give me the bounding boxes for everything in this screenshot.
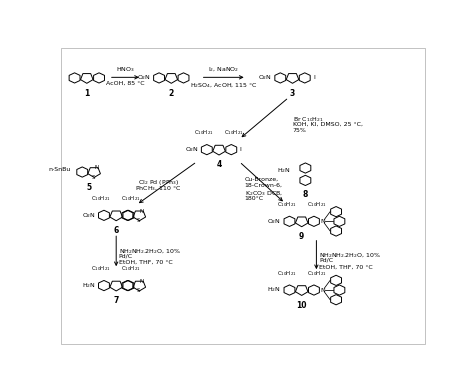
Text: S: S: [137, 288, 140, 293]
Text: I: I: [313, 75, 315, 80]
Text: 18-Crown-6,: 18-Crown-6,: [245, 183, 283, 188]
Text: Pd/C: Pd/C: [119, 253, 133, 258]
Text: Cu-Bronze,: Cu-Bronze,: [245, 177, 279, 182]
Text: O$_2$N: O$_2$N: [82, 211, 96, 220]
Text: O$_2$N: O$_2$N: [258, 73, 272, 82]
Text: 180°C: 180°C: [245, 196, 264, 201]
Text: C$_{10}$H$_{21}$: C$_{10}$H$_{21}$: [194, 128, 214, 137]
Text: EtOH, THF, 70 °C: EtOH, THF, 70 °C: [319, 264, 373, 269]
Text: S: S: [137, 218, 140, 223]
Text: H$_2$N: H$_2$N: [267, 286, 281, 294]
Text: C$_{10}$H$_{21}$: C$_{10}$H$_{21}$: [277, 200, 296, 209]
Text: N: N: [140, 279, 144, 284]
Text: S: S: [92, 175, 95, 180]
Text: 1: 1: [84, 89, 90, 98]
Text: Cl$_2$ Pd (PPh$_3$): Cl$_2$ Pd (PPh$_3$): [137, 178, 179, 187]
Text: C$_{10}$H$_{21}$: C$_{10}$H$_{21}$: [91, 194, 111, 203]
Text: H$_2$SO$_4$, AcOH, 115 °C: H$_2$SO$_4$, AcOH, 115 °C: [190, 81, 257, 90]
Text: KOH, KI, DMSO, 25 °C,: KOH, KI, DMSO, 25 °C,: [292, 122, 363, 127]
Text: H$_2$N: H$_2$N: [82, 281, 96, 290]
Text: O$_2$N: O$_2$N: [137, 73, 151, 82]
Text: Br C$_{10}$H$_{21}$: Br C$_{10}$H$_{21}$: [292, 115, 323, 124]
Text: HNO$_3$: HNO$_3$: [116, 66, 135, 74]
Text: 3: 3: [290, 89, 295, 98]
Text: 4: 4: [217, 160, 222, 170]
Text: N: N: [140, 209, 144, 213]
Text: NH$_2$NH$_2$.2H$_2$O, 10%: NH$_2$NH$_2$.2H$_2$O, 10%: [319, 251, 381, 260]
Text: O$_2$N: O$_2$N: [267, 217, 281, 226]
Text: C$_{10}$H$_{21}$: C$_{10}$H$_{21}$: [307, 269, 327, 278]
Text: C$_{10}$H$_{21}$: C$_{10}$H$_{21}$: [307, 200, 327, 209]
Text: C$_{10}$H$_{21}$: C$_{10}$H$_{21}$: [224, 128, 244, 137]
Text: N: N: [95, 165, 99, 170]
Text: I: I: [239, 147, 241, 152]
Text: 10: 10: [296, 301, 307, 310]
Text: I$_2$, NaNO$_2$: I$_2$, NaNO$_2$: [208, 66, 239, 74]
Text: PhCH$_3$, 110 °C: PhCH$_3$, 110 °C: [135, 185, 182, 193]
Text: EtOH, THF, 70 °C: EtOH, THF, 70 °C: [119, 260, 173, 265]
Text: 6: 6: [114, 226, 119, 235]
Text: O$_2$N: O$_2$N: [184, 145, 199, 154]
Text: C$_{10}$H$_{21}$: C$_{10}$H$_{21}$: [277, 269, 296, 278]
Text: NH$_2$NH$_2$.2H$_2$O, 10%: NH$_2$NH$_2$.2H$_2$O, 10%: [119, 247, 181, 256]
Text: H$_2$N: H$_2$N: [277, 166, 291, 175]
Text: 5: 5: [86, 183, 91, 192]
Text: C$_{10}$H$_{21}$: C$_{10}$H$_{21}$: [121, 264, 141, 273]
Text: N: N: [320, 219, 325, 224]
Text: 7: 7: [113, 296, 119, 305]
Text: N: N: [320, 288, 325, 293]
Text: AcOH, 85 °C: AcOH, 85 °C: [106, 81, 145, 86]
Text: n-SnBu: n-SnBu: [49, 167, 71, 172]
Text: C$_{10}$H$_{21}$: C$_{10}$H$_{21}$: [91, 264, 111, 273]
Text: K$_2$CO$_3$ DCB,: K$_2$CO$_3$ DCB,: [245, 190, 283, 199]
Text: 2: 2: [169, 89, 174, 98]
Text: C$_{10}$H$_{21}$: C$_{10}$H$_{21}$: [121, 194, 141, 203]
Text: 75%: 75%: [292, 128, 306, 133]
Text: 9: 9: [299, 232, 304, 241]
Text: Pd/C: Pd/C: [319, 258, 333, 263]
Text: 8: 8: [303, 190, 308, 199]
